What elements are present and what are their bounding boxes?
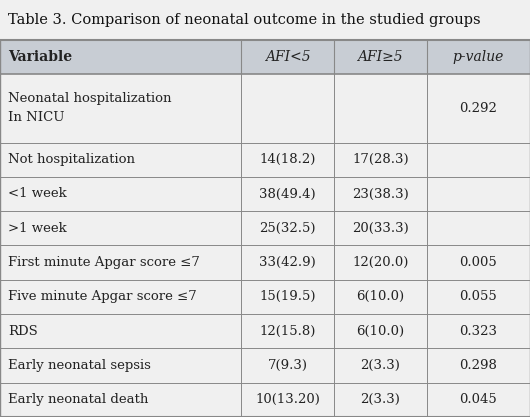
Text: 6(10.0): 6(10.0) [356, 325, 404, 338]
Text: 15(19.5): 15(19.5) [259, 290, 316, 304]
Bar [0, 383, 530, 417]
Bar [0, 314, 530, 348]
Text: 0.055: 0.055 [460, 290, 497, 304]
Text: 0.005: 0.005 [460, 256, 497, 269]
Text: 23(38.3): 23(38.3) [352, 188, 409, 201]
Text: 17(28.3): 17(28.3) [352, 153, 409, 166]
Text: 7(9.3): 7(9.3) [268, 359, 307, 372]
Text: 12(20.0): 12(20.0) [352, 256, 409, 269]
Bar [0, 348, 530, 383]
Text: >1 week: >1 week [8, 222, 67, 235]
Bar [0, 211, 530, 246]
Text: 0.298: 0.298 [460, 359, 497, 372]
Text: AFI<5: AFI<5 [264, 50, 311, 64]
Text: Early neonatal death: Early neonatal death [8, 393, 148, 406]
Text: Not hospitalization: Not hospitalization [8, 153, 135, 166]
Text: 33(42.9): 33(42.9) [259, 256, 316, 269]
Text: AFI≥5: AFI≥5 [357, 50, 403, 64]
Text: Variable: Variable [8, 50, 72, 64]
Bar [0, 246, 530, 280]
Text: 2(3.3): 2(3.3) [360, 359, 400, 372]
Text: 0.045: 0.045 [460, 393, 497, 406]
Text: 10(13.20): 10(13.20) [255, 393, 320, 406]
Text: 2(3.3): 2(3.3) [360, 393, 400, 406]
Text: RDS: RDS [8, 325, 38, 338]
Text: Table 3. Comparison of neonatal outcome in the studied groups: Table 3. Comparison of neonatal outcome … [8, 13, 481, 27]
Bar [0, 40, 530, 74]
Bar [0, 143, 530, 177]
Text: Early neonatal sepsis: Early neonatal sepsis [8, 359, 151, 372]
Text: 20(33.3): 20(33.3) [352, 222, 409, 235]
Text: 38(49.4): 38(49.4) [259, 188, 316, 201]
Bar [0, 74, 530, 143]
Text: In NICU: In NICU [8, 111, 65, 124]
Text: 0.323: 0.323 [460, 325, 497, 338]
Text: 0.292: 0.292 [460, 102, 497, 115]
Text: Neonatal hospitalization: Neonatal hospitalization [8, 92, 171, 105]
Text: 25(32.5): 25(32.5) [259, 222, 316, 235]
Text: Five minute Apgar score ≤7: Five minute Apgar score ≤7 [8, 290, 197, 304]
Text: 14(18.2): 14(18.2) [259, 153, 316, 166]
Text: 6(10.0): 6(10.0) [356, 290, 404, 304]
Bar [0, 280, 530, 314]
Text: 12(15.8): 12(15.8) [259, 325, 316, 338]
Text: p-value: p-value [453, 50, 504, 64]
Text: First minute Apgar score ≤7: First minute Apgar score ≤7 [8, 256, 200, 269]
Bar [0, 0, 530, 40]
Bar [0, 177, 530, 211]
Text: <1 week: <1 week [8, 188, 67, 201]
